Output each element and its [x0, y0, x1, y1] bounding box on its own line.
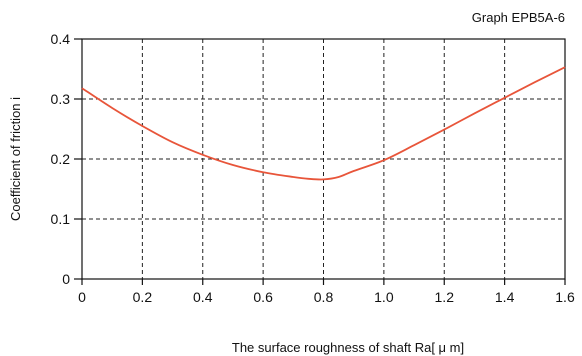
- graph-id-label: Graph EPB5A-6: [472, 10, 565, 25]
- x-tick-label: 0.8: [314, 289, 334, 305]
- x-axis-title: The surface roughness of shaft Ra[ μ m]: [232, 340, 464, 355]
- y-tick-label: 0.1: [51, 211, 71, 227]
- x-tick-label: 1.4: [495, 289, 515, 305]
- y-tick-label: 0.3: [51, 91, 71, 107]
- x-tick-label: 0.6: [253, 289, 273, 305]
- y-tick-label: 0: [62, 271, 70, 287]
- x-tick-label: 0.2: [133, 289, 153, 305]
- series-group: [81, 66, 566, 181]
- x-tick-label: 0: [78, 289, 86, 305]
- x-tick-label: 1.0: [374, 289, 394, 305]
- y-tick-label: 0.2: [51, 151, 71, 167]
- x-tick-label: 0.4: [193, 289, 213, 305]
- x-tick-label: 1.2: [435, 289, 455, 305]
- axis-ticks: 0 0.2 0.4 0.6 0.8 1.0 1.2 1.4 1.6 0 0.1 0.2 0.3 0.4: [51, 31, 575, 305]
- friction-curve-line: [81, 66, 566, 181]
- grid-lines: [82, 39, 565, 279]
- x-tick-label: 1.6: [555, 289, 575, 305]
- y-tick-label: 0.4: [51, 31, 71, 47]
- y-axis-title: Coefficient of friction i: [8, 97, 23, 221]
